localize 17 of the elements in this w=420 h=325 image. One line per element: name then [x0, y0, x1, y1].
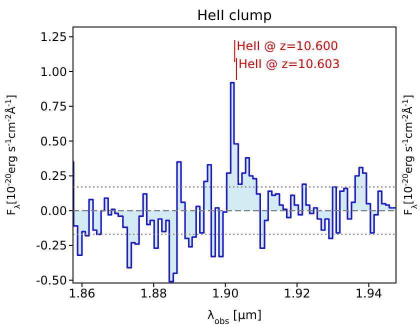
y-tick-label: 1.00	[40, 64, 67, 79]
x-tick-label: 1.86	[68, 286, 96, 301]
y-tick-label: 0.75	[40, 100, 67, 114]
y-tick-label: -0.25	[36, 238, 67, 253]
x-tick-label: 1.94	[355, 286, 382, 301]
y-tick-label: 0.00	[40, 204, 67, 218]
annotation: HeII @ z=10.600	[236, 39, 338, 53]
x-tick-label: 1.90	[212, 286, 239, 301]
y-tick-label: 0.50	[40, 134, 67, 148]
chart-title: HeII clump	[197, 8, 272, 24]
y-tick-label: -0.50	[36, 273, 67, 288]
x-tick-label: 1.92	[284, 286, 310, 301]
x-axis-title: λ$_{obs}$ [μm]	[207, 308, 262, 325]
y-tick-label: 1.25	[40, 30, 67, 44]
annotation: HeII @ z=10.603	[238, 57, 340, 71]
y-tick-label: 0.25	[40, 169, 67, 184]
x-tick-label: 1.88	[140, 286, 168, 301]
